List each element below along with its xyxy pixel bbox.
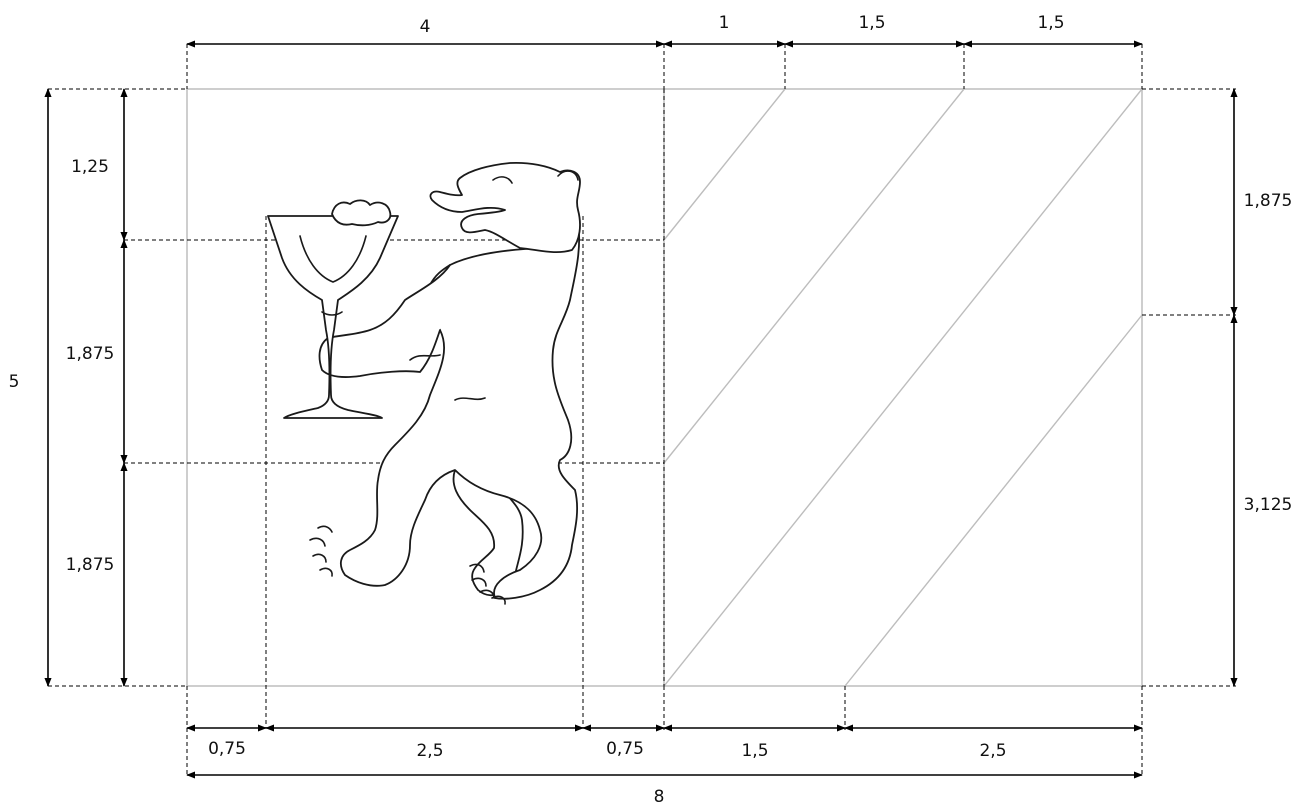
label-left-upper: 1,25 <box>71 157 109 177</box>
label-bottom-stripe-span: 2,5 <box>979 741 1006 761</box>
label-right-upper: 1,875 <box>1244 191 1293 211</box>
stripe-line-4 <box>844 314 1143 687</box>
bear-fur <box>409 354 486 401</box>
diagonal-stripes <box>663 88 1143 687</box>
label-bottom-margin-left: 0,75 <box>208 739 246 759</box>
label-total-height: 5 <box>9 372 20 392</box>
dimension-arrows <box>44 40 1238 779</box>
label-bottom-stripe-offset: 1,5 <box>741 741 768 761</box>
dimension-labels: 4 1 1,5 1,5 5 1,25 1,875 1,875 1,875 3,1… <box>9 13 1293 807</box>
bear-claws-right <box>469 563 506 605</box>
goblet <box>267 215 399 419</box>
label-left-lower: 1,875 <box>66 555 115 575</box>
bear-paw <box>331 199 392 227</box>
label-top-width-flag-left: 4 <box>420 17 431 37</box>
label-bottom-bear-width: 2,5 <box>416 741 443 761</box>
goblet-bowl-inner <box>299 235 367 283</box>
label-right-lower: 3,125 <box>1244 495 1293 515</box>
bear-claws-left <box>309 525 333 577</box>
bear-body <box>339 219 581 600</box>
bear-eye <box>492 176 513 184</box>
stripe-line-1 <box>663 88 786 241</box>
bear-arm <box>318 264 451 378</box>
bear-emblem <box>267 161 581 605</box>
extension-lines <box>48 44 1236 776</box>
stripe-line-3 <box>663 88 1143 687</box>
label-top-width-stripe-1: 1,5 <box>858 13 885 33</box>
bear-ear <box>557 170 579 181</box>
label-bottom-margin-right: 0,75 <box>606 739 644 759</box>
label-top-width-stripe-2: 1,5 <box>1037 13 1064 33</box>
label-total-width: 8 <box>654 787 665 807</box>
goblet-stem-knot <box>321 311 343 316</box>
label-top-width-gap: 1 <box>719 13 730 33</box>
stripe-line-2 <box>663 88 965 464</box>
label-left-middle: 1,875 <box>66 344 115 364</box>
bear-head <box>429 161 581 253</box>
